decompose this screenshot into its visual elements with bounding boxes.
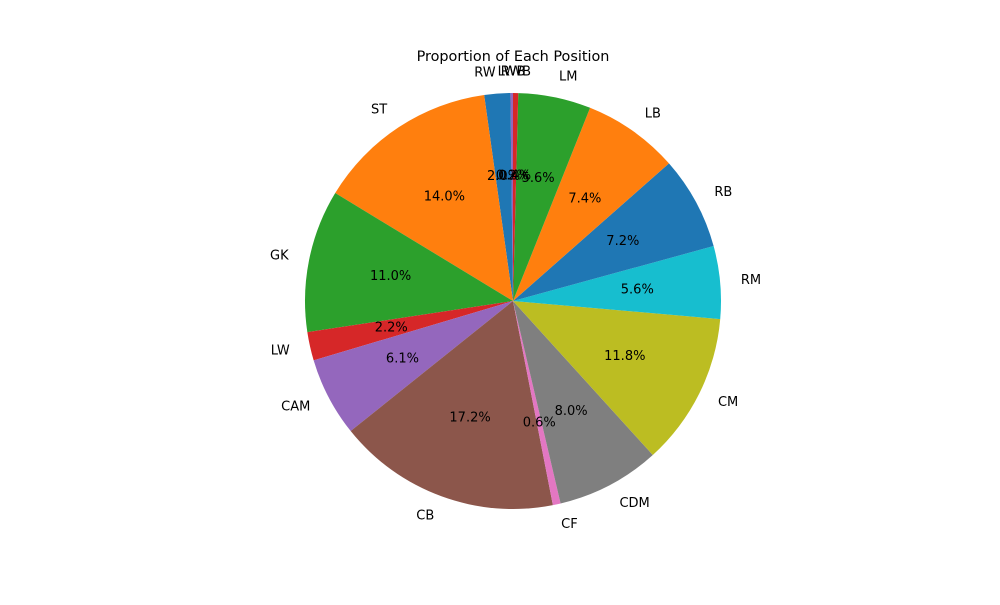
slice-pct-lwb: 0.2% bbox=[496, 169, 529, 184]
slice-label-cdm: CDM bbox=[619, 496, 649, 511]
slice-pct-cam: 6.1% bbox=[386, 351, 419, 366]
slice-pct-rw: 2.0% bbox=[487, 169, 520, 184]
slice-pct-cf: 0.6% bbox=[523, 416, 556, 431]
pie-slice-cm bbox=[513, 301, 721, 456]
pie-slice-rb bbox=[513, 163, 714, 301]
slice-pct-rb: 7.2% bbox=[606, 234, 639, 249]
slice-label-lb: LB bbox=[645, 106, 661, 121]
pie-slice-gk bbox=[305, 193, 513, 333]
pie-slice-st bbox=[335, 95, 513, 301]
slice-pct-rwb: 0.4% bbox=[498, 169, 531, 184]
slice-label-cm: CM bbox=[718, 395, 738, 410]
slice-pct-st: 14.0% bbox=[424, 189, 465, 204]
slice-pct-lb: 7.4% bbox=[568, 191, 601, 206]
slice-pct-gk: 11.0% bbox=[370, 269, 411, 284]
pie-slice-lw bbox=[307, 301, 513, 361]
slice-pct-rm: 5.6% bbox=[621, 282, 654, 297]
slice-label-lwb: LWB bbox=[498, 65, 526, 80]
pie-slice-rwb bbox=[513, 93, 519, 301]
slice-label-st: ST bbox=[371, 102, 387, 117]
slice-label-lw: LW bbox=[271, 343, 290, 358]
slice-label-lm: LM bbox=[559, 69, 577, 84]
pie-slice-rm bbox=[513, 246, 721, 320]
slice-pct-cb: 17.2% bbox=[449, 411, 490, 426]
slice-label-gk: GK bbox=[270, 249, 289, 264]
slice-label-rb: RB bbox=[714, 185, 732, 200]
pie-slice-lb bbox=[513, 107, 669, 301]
slice-pct-cm: 11.8% bbox=[604, 349, 645, 364]
slice-pct-cdm: 8.0% bbox=[555, 404, 588, 419]
chart-title: Proportion of Each Position bbox=[416, 49, 610, 65]
slice-label-cf: CF bbox=[561, 517, 578, 532]
slice-label-cam: CAM bbox=[281, 400, 310, 415]
pie-slice-rw bbox=[484, 93, 513, 301]
slice-label-rw: RW bbox=[474, 65, 496, 80]
slice-pct-lw: 2.2% bbox=[375, 321, 408, 336]
slice-label-cb: CB bbox=[416, 508, 434, 523]
pie-slice-cam bbox=[313, 301, 513, 432]
pie-slice-lm bbox=[513, 93, 591, 301]
pie-slice-lwb bbox=[510, 93, 513, 301]
pie-slice-cdm bbox=[513, 301, 653, 504]
slice-label-rm: RM bbox=[741, 273, 761, 288]
pie-slice-cb bbox=[350, 301, 553, 509]
slice-label-rwb: RWB bbox=[501, 65, 531, 80]
slice-pct-lm: 5.6% bbox=[522, 171, 555, 186]
pie-slice-cf bbox=[513, 301, 561, 506]
